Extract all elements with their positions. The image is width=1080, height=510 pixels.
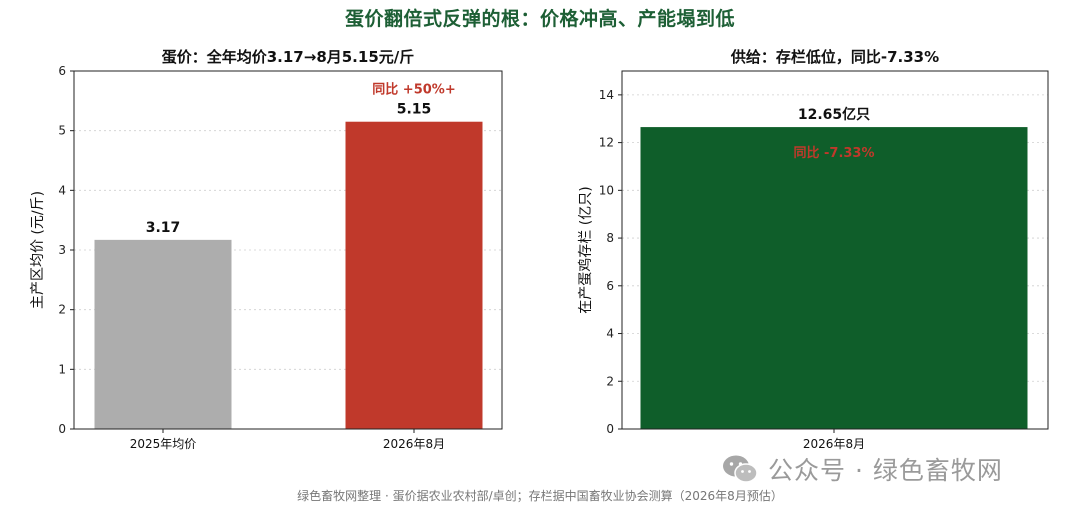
y-tick-label: 2 bbox=[606, 374, 614, 388]
y-tick-label: 2 bbox=[58, 303, 66, 317]
data-label: 5.15 bbox=[397, 102, 432, 118]
y-tick-label: 8 bbox=[606, 231, 614, 245]
y-tick-label: 0 bbox=[606, 422, 614, 436]
chart-title: 蛋价：全年均价3.17→8月5.15元/斤 bbox=[162, 48, 415, 66]
wechat-icon bbox=[723, 455, 758, 483]
y-tick-label: 10 bbox=[599, 183, 614, 197]
y-tick-label: 0 bbox=[58, 422, 66, 436]
y-tick-label: 6 bbox=[606, 279, 614, 293]
plot-frame bbox=[73, 70, 503, 430]
plot-frame bbox=[621, 70, 1049, 430]
x-tick-label: 2025年均价 bbox=[130, 437, 197, 451]
footer-source: 绿色畜牧网整理 · 蛋价据农业农村部/卓创；存栏据中国畜牧业协会测算（2026年… bbox=[297, 489, 783, 503]
y-tick-label: 1 bbox=[58, 362, 66, 376]
y-tick-label: 14 bbox=[599, 88, 614, 102]
data-label: 12.65亿只 bbox=[798, 106, 870, 123]
bar bbox=[94, 239, 232, 429]
watermark: 公众号 · 绿色畜牧网 bbox=[722, 449, 1052, 489]
annotation: 同比 -7.33% bbox=[793, 145, 874, 161]
watermark-text: 公众号 · 绿色畜牧网 bbox=[768, 456, 1003, 485]
bar bbox=[640, 127, 1028, 429]
y-tick-label: 3 bbox=[58, 243, 66, 257]
x-tick-label: 2026年8月 bbox=[803, 437, 865, 451]
y-tick-label: 12 bbox=[599, 136, 614, 150]
y-tick-label: 5 bbox=[58, 124, 66, 138]
y-tick-label: 4 bbox=[606, 327, 614, 341]
chart-title: 供给：存栏低位，同比-7.33% bbox=[730, 48, 939, 66]
bar bbox=[345, 121, 483, 429]
y-axis-label: 在产蛋鸡存栏 (亿只) bbox=[577, 186, 594, 313]
y-axis-label: 主产区均价 (元/斤) bbox=[30, 191, 46, 309]
page-title: 蛋价翻倍式反弹的根：价格冲高、产能塌到低 bbox=[344, 8, 735, 30]
annotation: 同比 +50%+ bbox=[372, 82, 455, 98]
y-tick-label: 6 bbox=[58, 64, 66, 78]
y-tick-label: 4 bbox=[58, 183, 66, 197]
x-tick-label: 2026年8月 bbox=[383, 437, 445, 451]
data-label: 3.17 bbox=[146, 220, 181, 236]
